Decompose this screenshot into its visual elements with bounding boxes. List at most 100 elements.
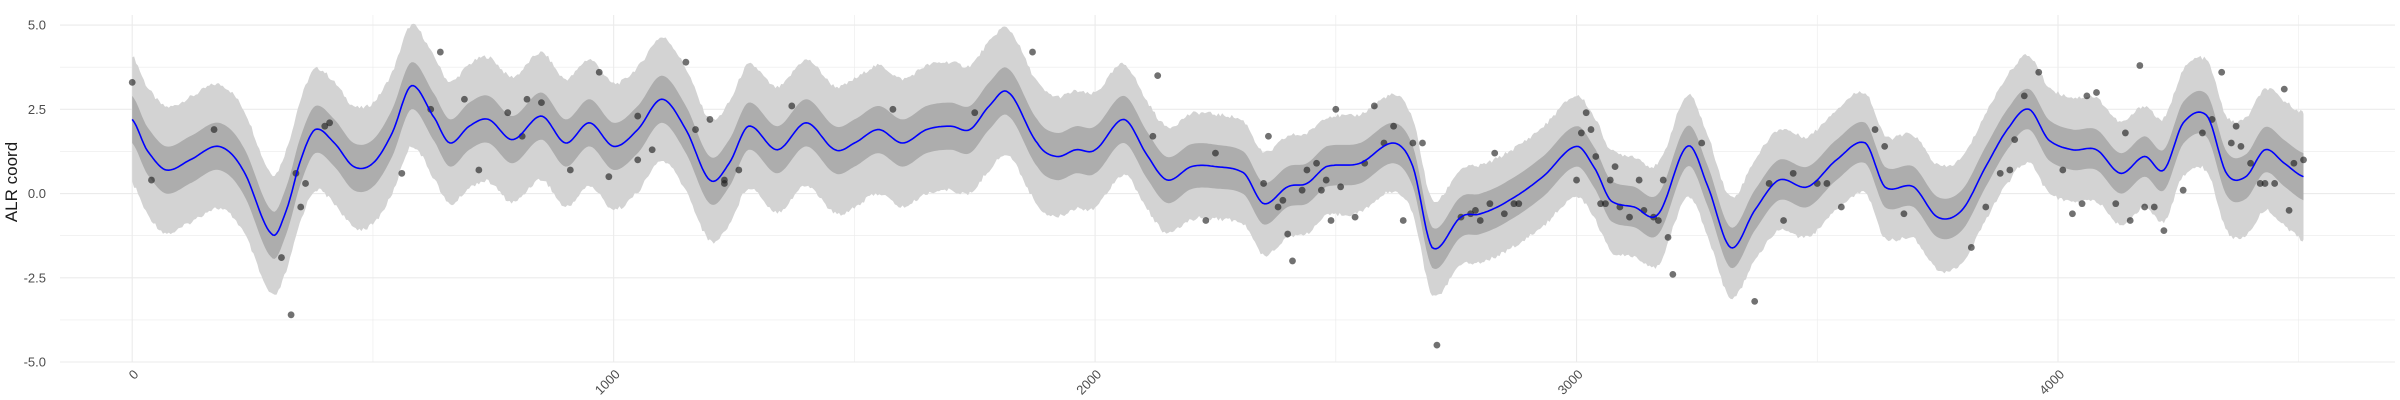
observation-point — [1900, 210, 1908, 218]
observation-point — [1751, 297, 1759, 305]
inner-band-area — [132, 62, 2304, 270]
observation-point — [2069, 210, 2076, 218]
observation-point — [475, 166, 483, 174]
observation-point — [1996, 169, 2004, 177]
y-tick-label: 5.0 — [28, 18, 46, 33]
observation-point — [1837, 203, 1845, 211]
y-tick-labels: -5.0 -2.5 0.0 2.5 5.0 — [24, 18, 46, 370]
observation-point — [788, 102, 796, 110]
observation-point — [2078, 200, 2086, 208]
observation-point — [1351, 213, 1359, 221]
observation-point — [210, 126, 218, 133]
y-tick-label: 2.5 — [28, 102, 46, 117]
observation-point — [692, 126, 699, 133]
observation-point — [682, 58, 690, 66]
observation-point — [2179, 186, 2187, 194]
y-tick-label: -5.0 — [24, 355, 46, 370]
observation-point — [735, 166, 743, 174]
observation-point — [287, 311, 295, 319]
observation-point — [1337, 183, 1345, 191]
observation-point — [2199, 129, 2206, 137]
observation-point — [2285, 206, 2293, 214]
observation-point — [1780, 217, 1787, 224]
x-tick-label: 0 — [126, 367, 142, 383]
observation-point — [2160, 227, 2168, 235]
observation-point — [2247, 159, 2254, 167]
observation-point — [634, 112, 642, 120]
observation-point — [1317, 186, 1325, 194]
observation-point — [504, 109, 512, 117]
observation-point — [1298, 186, 1306, 194]
observation-point — [1659, 176, 1667, 184]
observation-point — [2006, 166, 2014, 174]
observation-point — [720, 176, 728, 184]
observation-point — [2256, 180, 2264, 187]
observation-point — [1260, 180, 1268, 187]
observation-point — [398, 169, 406, 177]
observation-point — [1597, 200, 1605, 208]
x-tick-label: 2000 — [1073, 367, 1104, 398]
observation-point — [1154, 72, 1162, 80]
observation-point — [1635, 176, 1643, 184]
observation-point — [2300, 156, 2307, 164]
observation-point — [1871, 126, 1879, 133]
observation-point — [302, 180, 309, 187]
observation-point — [1491, 149, 1499, 157]
observation-point — [523, 95, 531, 103]
observation-point — [648, 146, 656, 154]
observation-point — [1669, 271, 1677, 278]
observation-point — [1510, 200, 1518, 208]
observation-point — [2121, 129, 2129, 137]
observation-point — [1279, 196, 1287, 204]
observation-point — [2237, 142, 2245, 150]
observation-point — [605, 173, 613, 181]
observation-point — [1765, 180, 1773, 187]
observation-point — [971, 109, 979, 117]
observation-point — [2112, 200, 2120, 208]
observation-point — [595, 68, 603, 76]
observation-point — [2290, 159, 2298, 167]
observation-point — [2011, 136, 2019, 144]
x-tick-labels: 0 1000 2000 3000 4000 — [126, 367, 2067, 398]
observation-point — [2261, 180, 2269, 187]
observation-point — [1433, 341, 1441, 349]
observation-point — [1274, 203, 1282, 211]
observation-point — [1606, 176, 1614, 184]
observation-point — [2093, 89, 2100, 96]
observation-point — [297, 203, 305, 211]
observation-point — [1967, 244, 1975, 251]
observation-point — [1611, 163, 1619, 171]
observation-point — [1149, 132, 1157, 140]
observation-point — [148, 176, 155, 184]
observation-point — [1823, 180, 1831, 187]
mean-line-path — [131, 84, 2304, 250]
observation-point — [2280, 85, 2288, 93]
observation-point — [2227, 139, 2235, 147]
observation-point — [461, 95, 468, 103]
observation-point — [1327, 217, 1335, 224]
observation-point — [1265, 132, 1272, 140]
observation-point — [1399, 217, 1407, 224]
observation-point — [1212, 149, 1219, 157]
observation-point — [1202, 217, 1210, 224]
observation-point — [1476, 217, 1484, 224]
observation-point — [566, 166, 574, 174]
observation-point — [2126, 217, 2134, 224]
y-tick-label: 0.0 — [28, 186, 46, 201]
observation-point — [1390, 122, 1397, 130]
inner-confidence-band — [132, 62, 2304, 270]
observation-point — [2141, 203, 2149, 211]
observation-point — [1582, 109, 1590, 117]
mean-line — [131, 84, 2304, 250]
observation-point — [326, 119, 334, 127]
observation-point — [1698, 139, 1706, 147]
observation-point — [1789, 169, 1797, 177]
observation-point — [1515, 200, 1523, 208]
observation-point — [1409, 139, 1417, 147]
observation-point — [2059, 166, 2067, 174]
observation-point — [634, 156, 642, 164]
observation-point — [1626, 213, 1633, 221]
observation-point — [1419, 139, 1426, 147]
observation-point — [1577, 129, 1585, 137]
